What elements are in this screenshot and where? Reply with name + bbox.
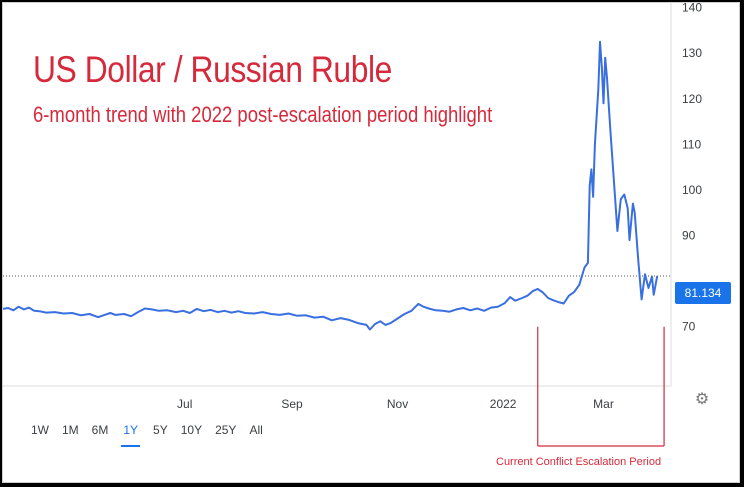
gear-icon[interactable]: ⚙ xyxy=(694,391,710,408)
chart-subtitle: 6-month trend with 2022 post-escalation … xyxy=(33,102,493,127)
x-tick-label: Mar xyxy=(593,397,614,411)
range-1w-button[interactable]: 1W xyxy=(31,423,49,437)
y-tick-label: 70 xyxy=(682,320,696,334)
chart-canvas: 70 90 100 110 120 130 140 Jul Sep Nov 2022 Mar xyxy=(3,3,702,447)
range-1y-button[interactable]: 1Y xyxy=(121,421,141,447)
chart-panel: 70 90 100 110 120 130 140 Jul Sep Nov 2022 Mar US D… xyxy=(2,2,740,483)
range-all-button[interactable]: All xyxy=(249,423,263,437)
y-tick-label: 120 xyxy=(682,92,702,106)
x-tick-label: 2022 xyxy=(490,397,517,411)
y-tick-label: 110 xyxy=(682,137,701,151)
y-tick-label: 100 xyxy=(682,183,702,197)
range-1m-button[interactable]: 1M xyxy=(62,423,79,437)
range-6m-button[interactable]: 6M xyxy=(91,423,109,437)
series-line xyxy=(3,40,659,331)
range-10y-button[interactable]: 10Y xyxy=(180,423,203,437)
range-selector: 1W 1M 6M 1Y 5Y 10Y 25Y All xyxy=(31,421,276,447)
y-tick-label: 130 xyxy=(682,46,702,60)
x-tick-label: Sep xyxy=(281,397,303,411)
range-25y-button[interactable]: 25Y xyxy=(215,423,237,437)
y-tick-label: 140 xyxy=(682,3,702,15)
y-tick-label: 90 xyxy=(682,229,696,243)
last-value-badge: 81.134 xyxy=(675,282,731,304)
annotation-label: Current Conflict Escalation Period xyxy=(496,456,662,468)
x-tick-label: Nov xyxy=(387,397,408,411)
x-tick-label: Jul xyxy=(177,397,192,411)
chart-title: US Dollar / Russian Ruble xyxy=(33,49,392,90)
range-5y-button[interactable]: 5Y xyxy=(153,423,168,437)
